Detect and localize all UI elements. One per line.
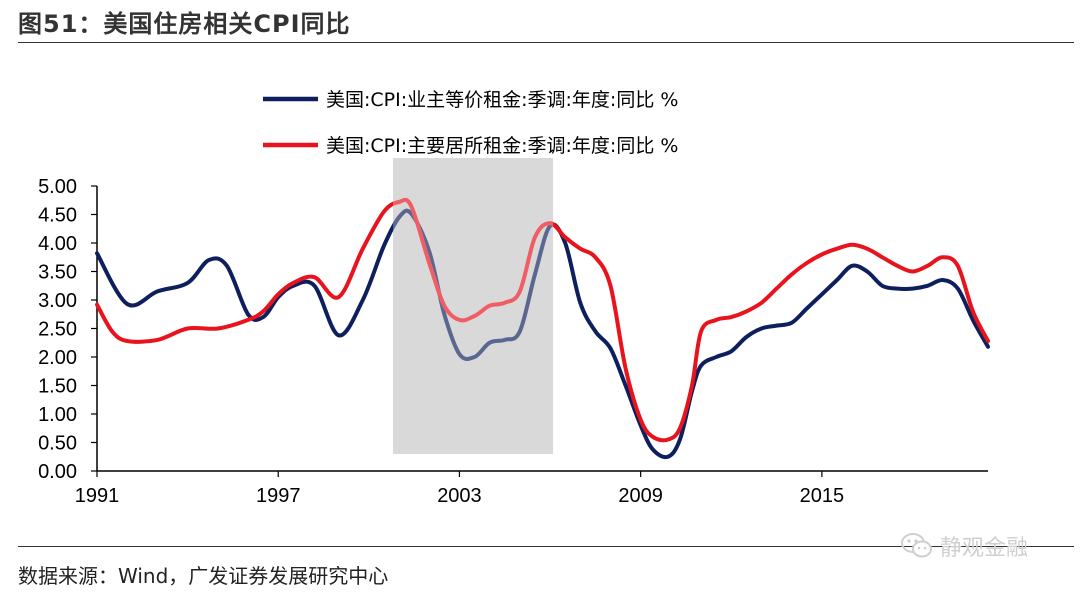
x-tick-label: 2009	[618, 485, 663, 507]
figure-title: 图51：美国住房相关CPI同比	[18, 10, 351, 38]
x-tick-label: 2015	[800, 485, 845, 507]
title-divider	[18, 42, 1074, 43]
axes-layer: 5.00 4.50 4.00 3.50 3.00 2.50 2.00 1.50 1.00 0.50…	[38, 176, 988, 507]
y-tick-label: 2.50	[38, 319, 77, 341]
series-line-2	[95, 197, 990, 443]
watermark-text: 静观金融	[940, 536, 1029, 561]
y-tick-label: 0.50	[38, 433, 77, 455]
legend: 美国:CPI:业主等价租金:季调:年度:同比 % 美国:CPI:主要居所租金:季调…	[263, 89, 678, 157]
y-tick-label: 0.00	[38, 461, 77, 483]
y-tick-label: 3.50	[38, 262, 77, 284]
legend-label-1: 美国:CPI:业主等价租金:季调:年度:同比 %	[326, 89, 678, 111]
source-note: 数据来源：Wind，广发证券发展研究中心	[18, 564, 389, 588]
series-layer	[95, 197, 990, 460]
x-tick-label: 1991	[75, 485, 120, 507]
y-tick-label: 4.50	[38, 205, 77, 227]
y-tick-label: 1.00	[38, 404, 77, 426]
x-tick-label: 1997	[256, 485, 301, 507]
watermark: 静观金融	[900, 528, 1028, 564]
y-tick-label: 2.00	[38, 347, 77, 369]
y-tick-label: 1.50	[38, 376, 77, 398]
series-line-1	[95, 208, 990, 460]
line-chart: 5.00 4.50 4.00 3.50 3.00 2.50 2.00 1.50 1.00 0.50…	[38, 89, 990, 507]
x-tick-label: 2003	[437, 485, 482, 507]
footer-divider	[18, 546, 1074, 547]
y-tick-label: 4.00	[38, 233, 77, 255]
wechat-icon	[901, 533, 932, 558]
y-tick-label: 5.00	[38, 176, 77, 198]
legend-label-2: 美国:CPI:主要居所租金:季调:年度:同比 %	[326, 135, 678, 157]
y-tick-label: 3.00	[38, 290, 77, 312]
